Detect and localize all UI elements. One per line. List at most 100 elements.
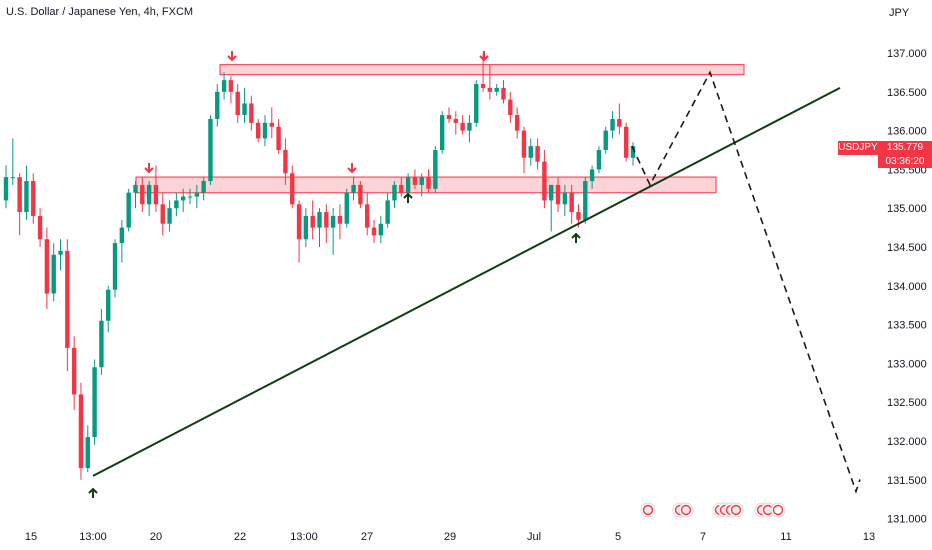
y-tick-label: 131.000 bbox=[887, 514, 927, 526]
x-tick-label: Jul bbox=[527, 531, 541, 543]
candle-body bbox=[446, 115, 452, 119]
candle-body bbox=[208, 118, 213, 182]
candle-body bbox=[37, 215, 43, 240]
candle-body bbox=[358, 184, 363, 205]
x-tick-label: 15 bbox=[25, 531, 37, 543]
x-tick-label: 22 bbox=[234, 531, 246, 543]
candle-body bbox=[351, 184, 356, 193]
x-tick-label: 20 bbox=[150, 531, 162, 543]
x-tick-label: 7 bbox=[700, 531, 706, 543]
x-tick-label: 5 bbox=[615, 531, 621, 543]
candle-body bbox=[385, 200, 390, 224]
candle-body bbox=[262, 122, 268, 139]
candle-body bbox=[371, 227, 377, 236]
candle-body bbox=[51, 254, 56, 294]
candles bbox=[3, 53, 636, 480]
candle-body bbox=[617, 118, 622, 127]
candle-body bbox=[242, 103, 247, 116]
candle-body bbox=[146, 184, 152, 205]
candle-body bbox=[187, 196, 193, 198]
candle-body bbox=[153, 184, 159, 205]
economic-event-icon bbox=[642, 504, 654, 516]
candle-body bbox=[549, 184, 554, 201]
projected-path bbox=[631, 70, 861, 494]
candle-body bbox=[324, 212, 329, 228]
candle-body bbox=[426, 177, 431, 189]
candle-body bbox=[460, 122, 465, 131]
up-arrow bbox=[88, 487, 98, 498]
y-axis: 137.000136.500136.000135.500135.000134.5… bbox=[887, 48, 927, 526]
y-tick-label: 136.000 bbox=[887, 126, 927, 138]
candle-body bbox=[583, 181, 588, 220]
candle-body bbox=[487, 87, 493, 92]
candle-body bbox=[180, 196, 186, 201]
candle-body bbox=[201, 181, 206, 193]
candle-body bbox=[310, 215, 315, 228]
candle-body bbox=[276, 126, 281, 150]
y-tick-label: 137.000 bbox=[887, 48, 927, 60]
candle-body bbox=[603, 130, 608, 150]
candle-body bbox=[255, 122, 261, 139]
up-arrow bbox=[571, 232, 581, 243]
candle-body bbox=[317, 212, 322, 228]
chart-title: U.S. Dollar / Japanese Yen, 4h, FXCM bbox=[6, 6, 194, 18]
candle-body bbox=[160, 204, 165, 224]
candle-body bbox=[378, 223, 384, 236]
candle-body bbox=[65, 250, 70, 348]
candle-body bbox=[235, 91, 240, 116]
candle-body bbox=[283, 150, 288, 174]
candle-body bbox=[337, 215, 343, 224]
x-tick-label: 29 bbox=[444, 531, 456, 543]
x-tick-label: 11 bbox=[780, 531, 791, 543]
support-zone bbox=[135, 176, 717, 194]
candle-body bbox=[480, 84, 486, 88]
candle-body bbox=[494, 87, 499, 92]
economic-event-icon bbox=[678, 502, 694, 518]
candle-body bbox=[174, 200, 179, 209]
candle-body bbox=[555, 184, 561, 205]
y-tick-label: 135.000 bbox=[887, 203, 927, 215]
down-arrow bbox=[144, 163, 154, 174]
candle-body bbox=[106, 289, 111, 321]
resistance-zone bbox=[219, 64, 745, 76]
candle-body bbox=[528, 146, 533, 158]
candle-body bbox=[508, 99, 513, 116]
candle-body bbox=[501, 87, 506, 100]
x-tick-label: 13:00 bbox=[79, 531, 107, 543]
candle-body bbox=[92, 367, 97, 438]
candle-body bbox=[44, 239, 50, 294]
drawings bbox=[92, 70, 861, 494]
down-arrow bbox=[227, 51, 237, 62]
candle-body bbox=[133, 184, 138, 193]
x-axis: 15 13:00 20 22 13:00 27 29 Jul 5 7 11 13 bbox=[25, 531, 875, 543]
y-tick-label: 132.500 bbox=[887, 397, 927, 409]
economic-event-icon bbox=[770, 502, 786, 518]
candle-body bbox=[467, 122, 472, 131]
down-arrow bbox=[347, 163, 357, 174]
candle-body bbox=[78, 394, 84, 469]
candle-body bbox=[412, 177, 418, 185]
candle-body bbox=[589, 169, 595, 182]
x-tick-label: 13 bbox=[863, 531, 875, 543]
candle-body bbox=[344, 192, 349, 224]
candle-body bbox=[249, 103, 254, 123]
candle-body bbox=[269, 122, 274, 127]
candle-body bbox=[439, 115, 445, 150]
candle-body bbox=[562, 192, 568, 205]
y-tick-label: 131.500 bbox=[887, 475, 927, 487]
candle-body bbox=[365, 204, 370, 228]
candle-body bbox=[521, 130, 527, 158]
y-tick-label: 134.500 bbox=[887, 242, 927, 254]
candle-body bbox=[99, 320, 104, 368]
candle-body bbox=[296, 204, 302, 240]
candle-body bbox=[221, 80, 227, 92]
candle-body bbox=[392, 184, 397, 201]
arrows bbox=[88, 51, 581, 498]
candle-body bbox=[453, 118, 459, 123]
candle-body bbox=[514, 115, 520, 131]
candle-body bbox=[71, 347, 77, 395]
candle-body bbox=[228, 80, 234, 92]
last-price-label: 135.779 bbox=[878, 141, 932, 155]
candle-body bbox=[623, 126, 629, 158]
